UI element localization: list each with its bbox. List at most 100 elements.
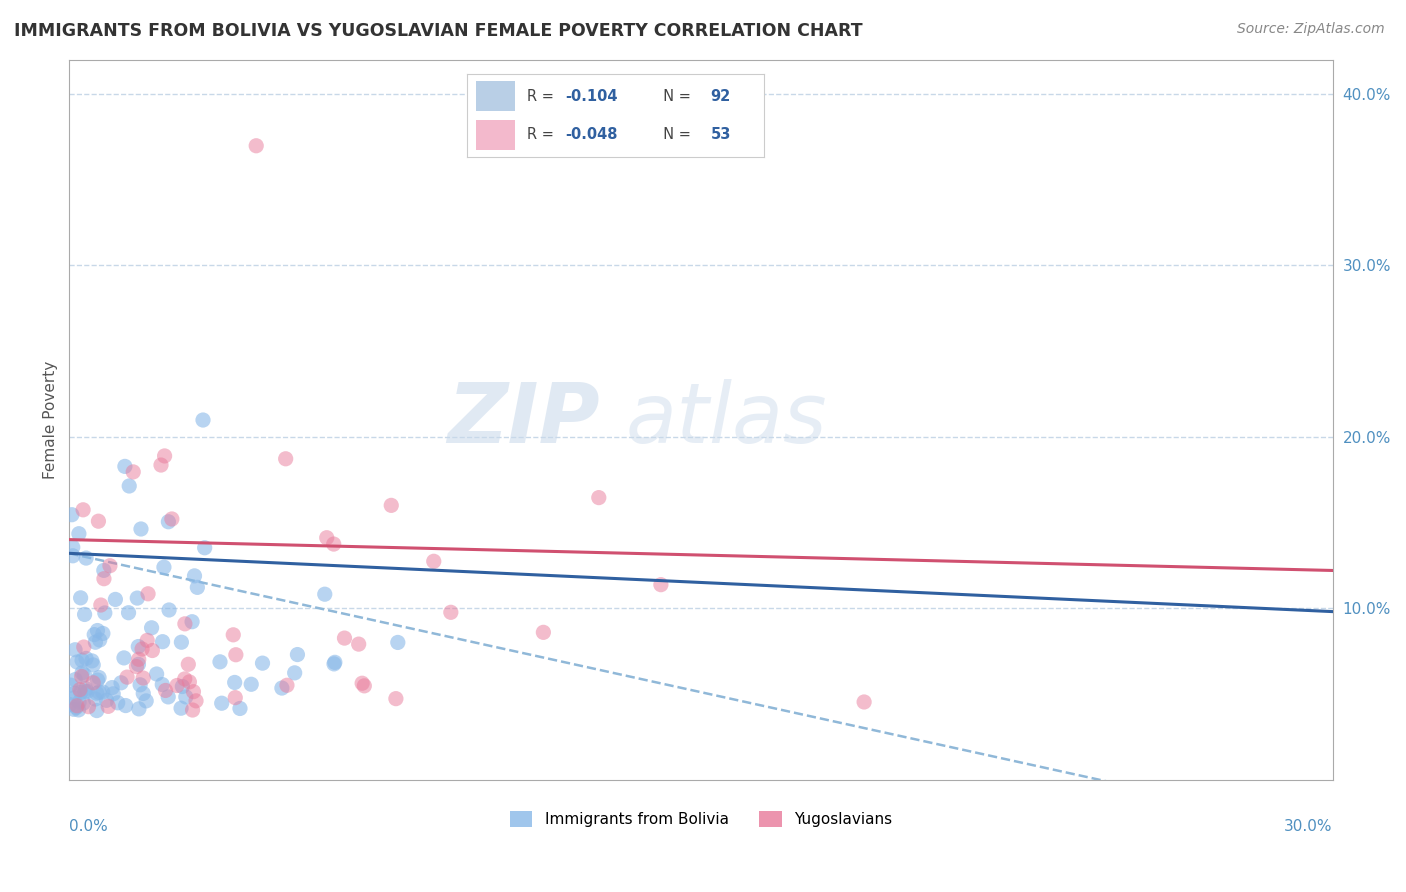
Point [323,657,346,671]
Point [89,632,111,647]
Point [177,657,200,672]
Point [103,687,125,701]
Point [141,643,163,657]
Point [86,686,108,700]
Point [132,686,155,700]
Point [315,531,337,545]
Point [114,459,136,474]
Point [94,606,117,620]
Point [229,701,252,715]
Point [157,603,180,617]
Point [73,607,96,622]
Point [127,657,149,672]
Point [59,698,82,712]
Point [128,652,150,666]
Point [75,651,97,665]
Point [69,682,91,697]
Point [63,686,86,700]
Point [65,700,87,714]
Point [347,637,370,651]
Point [211,696,233,710]
Point [174,690,197,704]
Point [96,693,118,707]
Point [87,685,110,699]
Point [125,659,148,673]
Point [270,681,292,695]
Point [117,606,139,620]
Point [131,642,153,657]
Point [82,675,104,690]
Point [70,665,93,680]
Point [84,692,107,706]
Point [183,684,205,698]
Point [181,615,204,629]
Point [240,677,263,691]
Point [62,702,84,716]
Point [314,587,336,601]
Point [352,676,374,690]
Point [73,640,96,654]
Point [136,587,159,601]
Point [145,667,167,681]
Point [115,670,138,684]
Point [86,624,108,638]
Y-axis label: Female Poverty: Female Poverty [44,360,58,479]
Point [322,537,344,551]
Point [141,621,163,635]
Point [98,558,121,573]
Point [172,680,194,694]
Point [276,678,298,692]
Point [194,541,217,555]
Point [274,451,297,466]
Point [70,669,93,683]
Point [588,491,610,505]
Point [129,522,152,536]
Point [128,702,150,716]
Point [170,635,193,649]
Point [66,698,89,713]
Point [224,690,246,705]
Point [129,678,152,692]
Point [73,684,96,698]
Point [153,449,176,463]
Point [93,563,115,577]
Point [60,508,83,522]
Point [333,631,356,645]
Point [69,685,91,699]
Point [82,657,104,672]
Point [160,512,183,526]
Point [245,138,267,153]
Point [101,681,124,695]
Point [150,458,173,472]
Point [173,672,195,686]
Point [208,655,231,669]
Point [127,640,149,654]
Legend: Immigrants from Bolivia, Yugoslavians: Immigrants from Bolivia, Yugoslavians [503,805,898,833]
Point [153,560,176,574]
Point [387,635,409,649]
Point [650,577,672,591]
Point [110,675,132,690]
Point [87,671,110,685]
Point [150,677,173,691]
Point [440,605,463,619]
Point [224,675,246,690]
Point [67,695,90,709]
Point [853,695,876,709]
Text: Source: ZipAtlas.com: Source: ZipAtlas.com [1237,22,1385,37]
Point [75,681,97,696]
Text: 30.0%: 30.0% [1284,819,1333,834]
Point [62,549,84,563]
Point [86,704,108,718]
Point [63,673,86,687]
Point [184,694,207,708]
Point [136,633,159,648]
Point [284,665,307,680]
Point [118,479,141,493]
Point [287,648,309,662]
Point [97,699,120,714]
Point [122,465,145,479]
Point [80,654,103,668]
Point [91,685,114,699]
Point [174,616,197,631]
